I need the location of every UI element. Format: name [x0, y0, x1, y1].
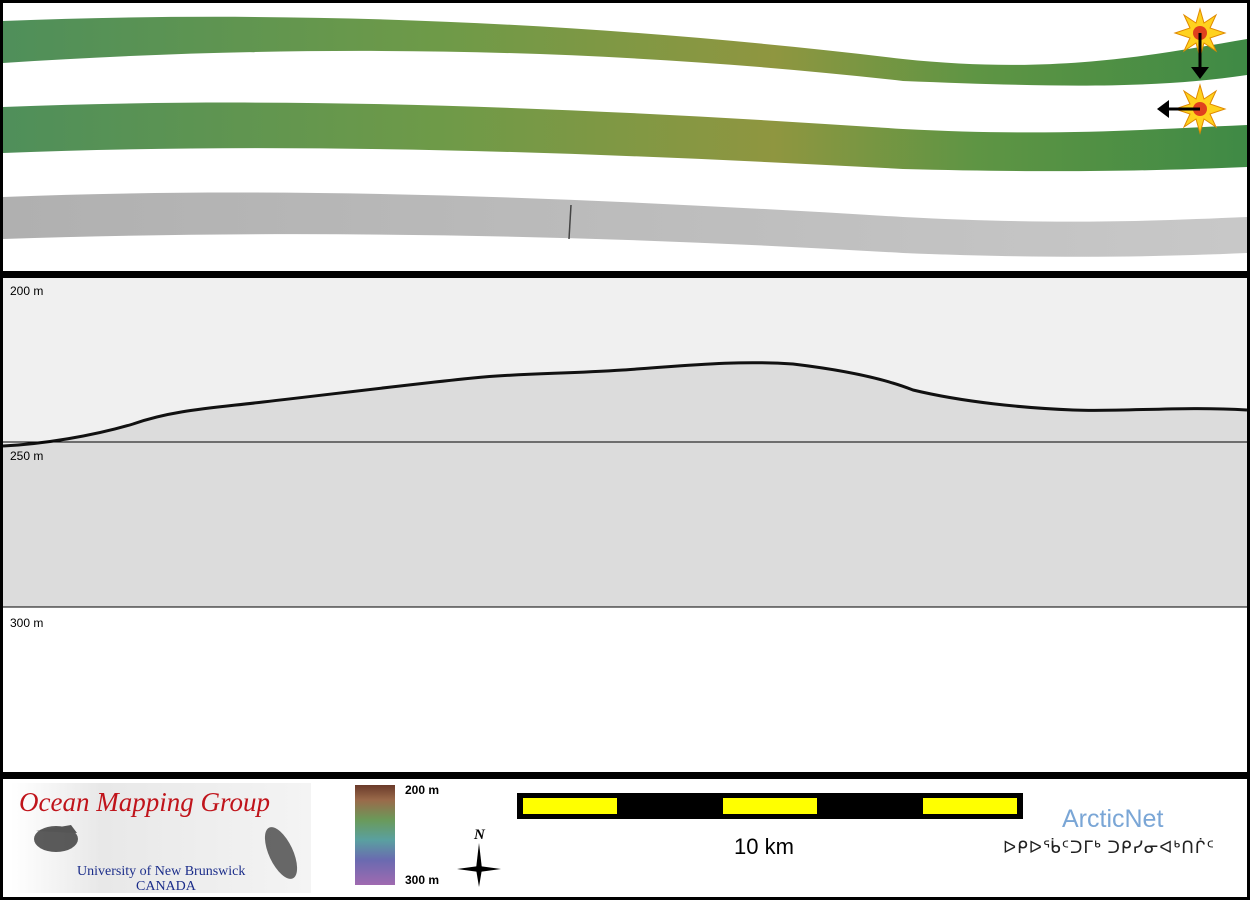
scale-label: 10 km: [734, 834, 794, 859]
depth-label-300: 300 m: [10, 616, 44, 630]
north-label: N: [473, 827, 486, 843]
colorbar-bottom-label: 300 m: [405, 873, 440, 887]
sun-arrow-down-icon: [1173, 7, 1227, 79]
profile-plot: [3, 278, 1247, 608]
north-arrow: N: [451, 825, 507, 894]
seafloor-echo-line: [3, 361, 1247, 448]
logo-artwork: [34, 825, 298, 879]
seafloor-echo-fill: [3, 362, 1247, 607]
depth-label-250: 250 m: [10, 449, 44, 463]
backscatter-swath: [3, 192, 1247, 257]
sun-arrow-left-icon: [1157, 83, 1227, 135]
backscatter-artifact: [568, 204, 572, 240]
depth-label-200: 200 m: [10, 284, 44, 298]
omg-university: University of New Brunswick: [77, 864, 246, 879]
depth-colorbar: [355, 785, 395, 885]
compass-star-icon: N: [457, 827, 501, 887]
swath-panel: [3, 3, 1247, 271]
scale-segment: [523, 798, 617, 814]
omg-title: Ocean Mapping Group: [19, 787, 270, 817]
bathymetry-swath-1: [3, 16, 1247, 86]
scale-segment: [923, 798, 1017, 814]
ocean-mapping-group-logo: Ocean Mapping Group University of New Br…: [11, 783, 311, 894]
omg-country: CANADA: [136, 879, 196, 894]
subbottom-profile-panel: 200 m 250 m 300 m: [3, 278, 1247, 772]
scale-bar: [517, 793, 1023, 819]
swath-map: [3, 7, 1247, 257]
bathymetry-swath-2: [3, 102, 1247, 172]
legend-footer: Ocean Mapping Group University of New Br…: [3, 779, 1247, 897]
arcticnet-logo: ArcticNet: [1062, 805, 1164, 833]
colorbar-top-label: 200 m: [405, 783, 440, 797]
scale-segment: [723, 798, 817, 814]
arcticnet-syllabics: ᐅᑭᐅᖄᑦᑐᒥᒃ ᑐᑭᓯᓂᐊᒃᑎᒌᑦ: [1003, 838, 1215, 857]
